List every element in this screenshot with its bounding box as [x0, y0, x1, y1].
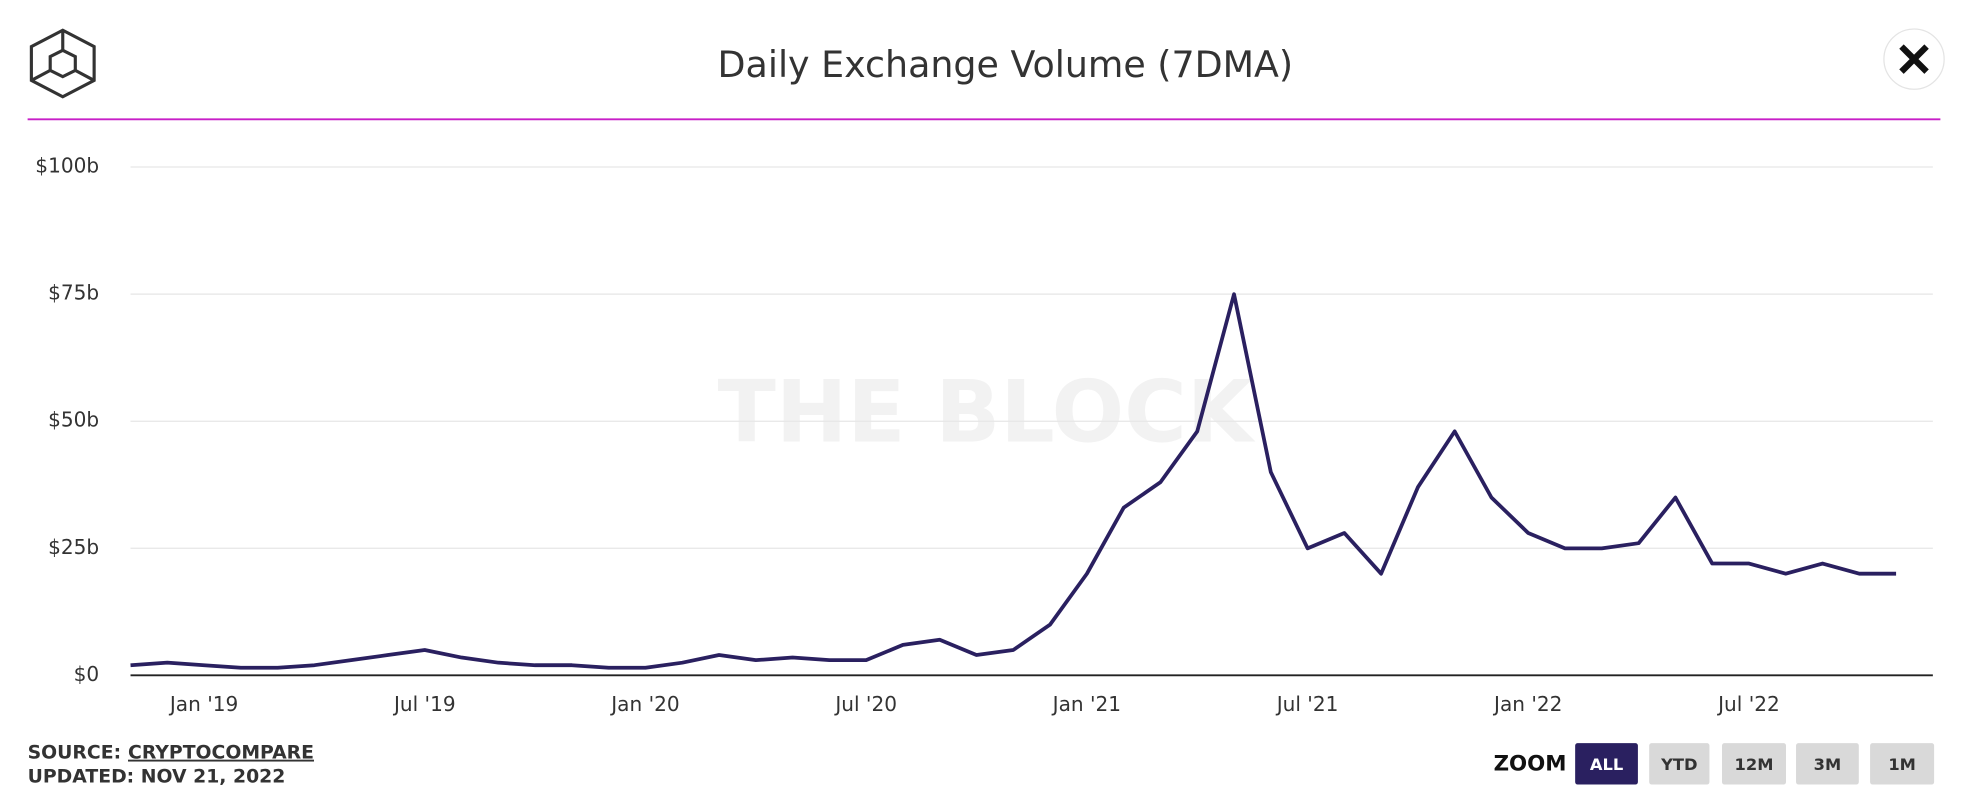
zoom-label: ZOOM [1494, 751, 1567, 776]
source-label: SOURCE: [28, 743, 121, 764]
y-tick-label: $75b [48, 281, 99, 305]
zoom-button-label[interactable]: 3M [1814, 755, 1842, 774]
x-tick-label: Jan '20 [609, 692, 679, 716]
chart-title: Daily Exchange Volume (7DMA) [718, 43, 1294, 86]
x-tick-label: Jan '22 [1492, 692, 1562, 716]
y-tick-label: $25b [48, 535, 99, 559]
zoom-button-label[interactable]: 12M [1735, 755, 1774, 774]
x-tick-label: Jul '20 [833, 692, 897, 716]
x-tick-label: Jul '22 [1716, 692, 1780, 716]
zoom-button[interactable] [1649, 743, 1710, 785]
x-tick-label: Jul '19 [392, 692, 456, 716]
watermark: THE BLOCK [718, 363, 1256, 462]
close-button[interactable] [1883, 28, 1945, 90]
data-line [130, 292, 1897, 670]
zoom-button[interactable] [1575, 743, 1638, 785]
x-tick-label: Jan '21 [1051, 692, 1121, 716]
updated: UPDATED: NOV 21, 2022 [28, 767, 286, 788]
x-tick-label: Jul '21 [1275, 692, 1339, 716]
zoom-button[interactable] [1722, 743, 1787, 785]
zoom-button-label[interactable]: YTD [1660, 755, 1697, 774]
zoom-button[interactable] [1870, 743, 1935, 785]
x-tick-label: Jan '19 [168, 692, 238, 716]
zoom-button[interactable] [1796, 743, 1859, 785]
logo [29, 28, 96, 99]
y-tick-label: $0 [74, 662, 100, 686]
source-link[interactable]: CRYPTOCOMPARE [128, 743, 314, 764]
zoom-button-label[interactable]: ALL [1590, 755, 1623, 774]
y-tick-label: $100b [35, 154, 99, 178]
zoom-button-label[interactable]: 1M [1888, 755, 1916, 774]
y-tick-label: $50b [48, 408, 99, 432]
